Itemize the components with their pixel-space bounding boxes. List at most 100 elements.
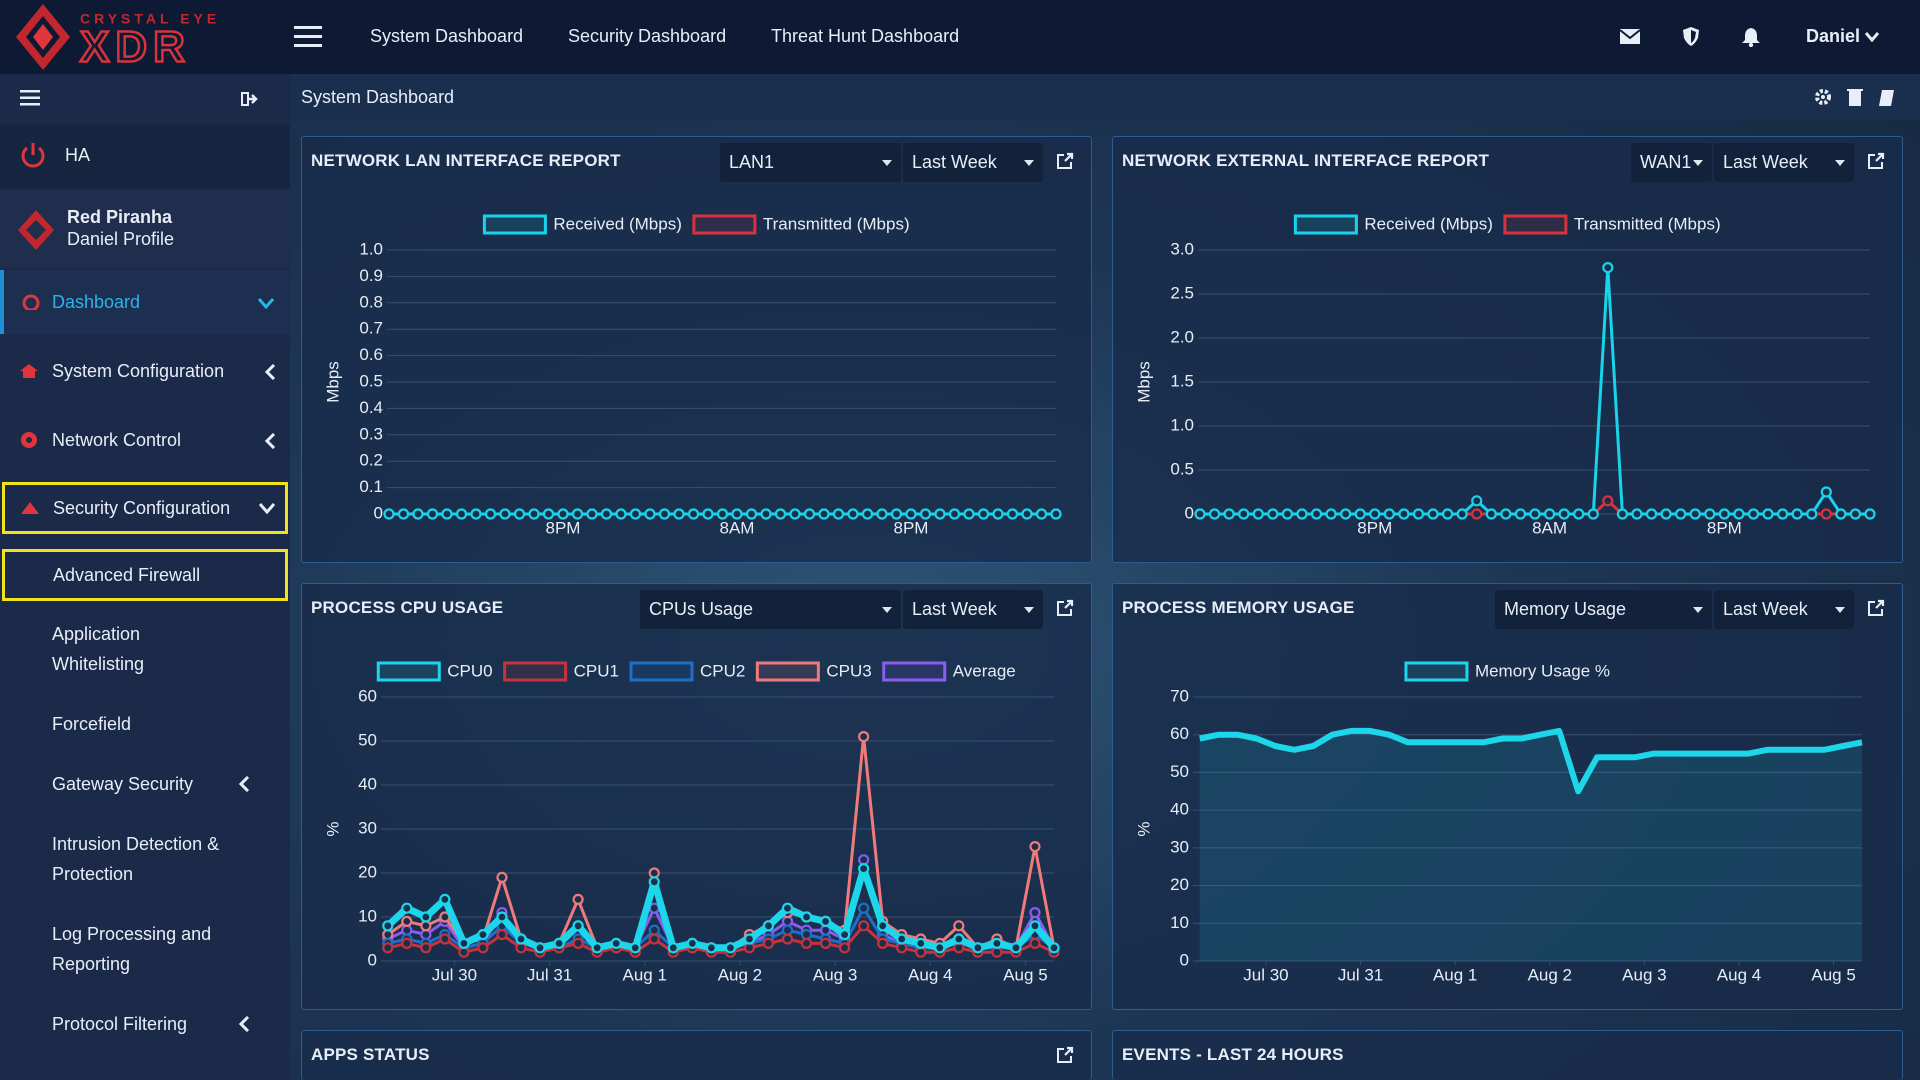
x-tick-label: Aug 2 — [1528, 965, 1572, 984]
menu-item[interactable]: Security Configuration — [2, 482, 288, 534]
point — [658, 508, 671, 520]
y-tick-label: 0.6 — [359, 345, 383, 364]
submenu-label: Protocol Filtering — [52, 1014, 188, 1034]
point — [382, 942, 394, 954]
point — [858, 920, 870, 932]
point — [1602, 262, 1614, 274]
submenu-item[interactable]: Gateway Security — [0, 769, 290, 809]
point — [890, 508, 903, 520]
point — [1252, 508, 1264, 520]
point — [858, 854, 870, 866]
open-icon[interactable] — [1056, 1046, 1074, 1064]
point — [1383, 508, 1395, 520]
nav-link[interactable]: System Dashboard — [370, 26, 524, 46]
submenu-label: Application Whitelisting — [52, 624, 145, 674]
point — [781, 933, 794, 945]
y-tick-label: 0 — [374, 503, 383, 522]
point — [953, 933, 965, 945]
shield-icon[interactable] — [1683, 27, 1699, 46]
point — [861, 508, 874, 520]
point — [1689, 508, 1701, 520]
point — [1369, 508, 1381, 520]
submenu-item[interactable]: Log Processing and Reporting — [0, 919, 290, 989]
y-axis-label: Mbps — [323, 361, 342, 403]
point — [401, 924, 413, 936]
point — [420, 929, 432, 941]
select[interactable]: Last Week — [1714, 590, 1854, 629]
legend: CPU0 CPU1 CPU2 CPU3 Average — [376, 661, 1016, 682]
submenu-label: Log Processing and Reporting — [52, 924, 212, 974]
y-tick-label: 50 — [358, 730, 377, 749]
submenu-item[interactable]: Forcefield — [0, 709, 290, 749]
submenu-item[interactable]: Advanced Firewall — [2, 549, 288, 601]
menu-toggle[interactable] — [294, 26, 322, 48]
point — [1660, 508, 1672, 520]
point — [781, 902, 794, 914]
logout-icon[interactable] — [241, 91, 259, 107]
point — [1645, 508, 1658, 520]
nav-link[interactable]: Security Dashboard — [568, 26, 727, 46]
legend-swatch — [376, 661, 441, 682]
open-icon[interactable] — [1867, 599, 1885, 617]
point — [896, 933, 908, 945]
user-menu[interactable]: Daniel — [1806, 26, 1861, 46]
legend-label: CPU1 — [574, 661, 619, 680]
bell-icon[interactable] — [1742, 27, 1760, 47]
point — [496, 911, 508, 923]
point — [1602, 495, 1614, 507]
select-value: CPUs Usage — [649, 599, 754, 619]
point — [1864, 508, 1876, 520]
y-tick-label: 3.0 — [1170, 239, 1194, 258]
y-axis-label: Mbps — [1134, 361, 1153, 403]
toolbar-icons[interactable] — [1814, 88, 1914, 108]
open-icon[interactable] — [1056, 152, 1074, 170]
point — [1762, 508, 1774, 520]
menu-item[interactable]: Network Control — [0, 409, 290, 471]
point — [1500, 508, 1512, 520]
sidebar-toggle[interactable] — [20, 90, 40, 106]
menu-item[interactable]: System Configuration — [0, 340, 290, 402]
point — [1398, 508, 1410, 520]
menu-item[interactable]: Dashboard — [0, 270, 290, 334]
point — [534, 942, 546, 954]
select-value: Memory Usage — [1504, 599, 1627, 619]
point — [629, 942, 641, 954]
point — [1718, 508, 1730, 520]
panel-title: NETWORK EXTERNAL INTERFACE REPORT — [1122, 151, 1490, 170]
point — [477, 929, 489, 941]
mail-icon[interactable] — [1620, 29, 1640, 44]
select[interactable]: Last Week — [903, 590, 1043, 629]
select[interactable]: CPUs Usage — [640, 590, 901, 629]
legend-swatch — [629, 661, 694, 682]
point — [789, 508, 801, 520]
select[interactable]: LAN1 — [720, 143, 901, 182]
submenu-item[interactable]: Application Whitelisting — [0, 619, 290, 689]
x-tick-label: Jul 30 — [432, 965, 477, 984]
nav-link[interactable]: Threat Hunt Dashboard — [771, 26, 960, 46]
x-tick-label: 8PM — [894, 518, 929, 537]
open-icon[interactable] — [1056, 599, 1074, 617]
submenu-item[interactable]: Intrusion Detection & Protection — [0, 829, 290, 899]
point — [803, 508, 816, 520]
point — [858, 863, 870, 875]
point — [847, 508, 859, 520]
submenu-item[interactable]: Protocol Filtering — [0, 1009, 290, 1049]
point — [1485, 508, 1497, 520]
x-tick-label: Aug 2 — [718, 965, 762, 984]
x-tick-label: Aug 1 — [623, 965, 667, 984]
y-tick-label: 0.3 — [359, 424, 383, 443]
menu-label: Security Configuration — [53, 498, 231, 518]
select[interactable]: Last Week — [1714, 143, 1854, 182]
legend-swatch — [1293, 214, 1358, 235]
open-icon[interactable] — [1867, 152, 1885, 170]
point — [1238, 508, 1250, 520]
select[interactable]: Last Week — [903, 143, 1043, 182]
point — [648, 924, 660, 936]
point — [1587, 508, 1599, 520]
y-tick-label: 10 — [1170, 913, 1189, 932]
select[interactable]: Memory Usage — [1495, 590, 1712, 629]
point — [515, 942, 527, 954]
profile[interactable]: Red Piranha Daniel Profile — [0, 190, 290, 268]
select[interactable]: WAN1 — [1631, 143, 1712, 182]
ha-row[interactable]: HA — [0, 124, 290, 188]
